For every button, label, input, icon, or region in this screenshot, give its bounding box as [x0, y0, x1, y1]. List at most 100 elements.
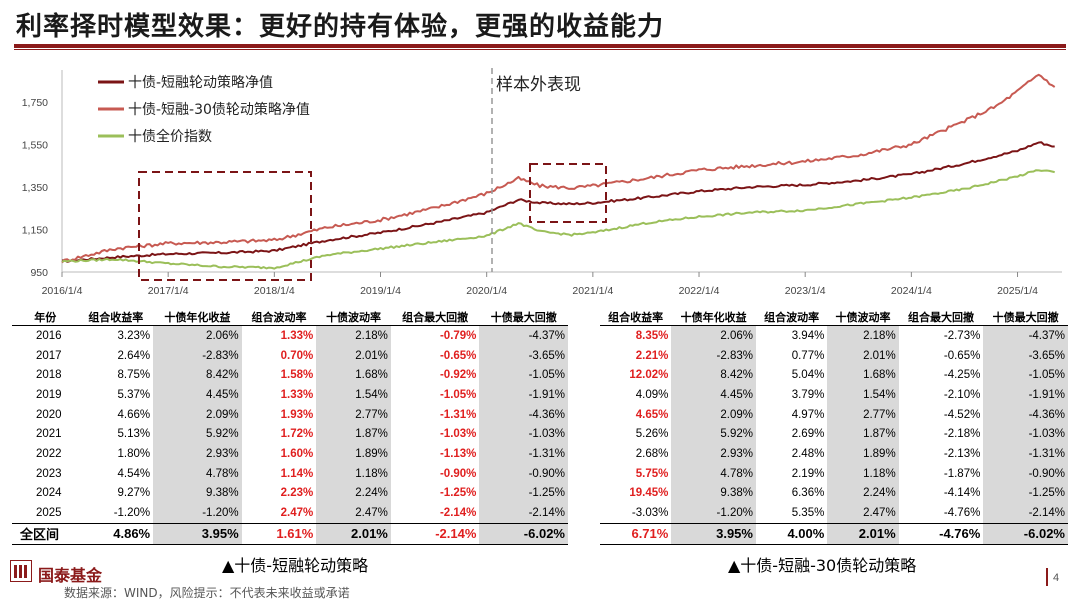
table-cell: 2021: [36, 428, 62, 441]
table-cell: 2.09%: [671, 404, 756, 425]
table-cell: 2.47%: [316, 503, 391, 524]
table-cell: 1.18%: [316, 463, 391, 484]
table-cell: -2.83%: [153, 345, 242, 366]
table-cell: 8.75%: [117, 369, 151, 382]
table-cell: 19.45%: [629, 487, 669, 500]
table-cell: 9.38%: [671, 483, 756, 504]
table-header: 组合收益率: [78, 308, 154, 326]
table-cell: -0.92%: [439, 369, 477, 382]
table-cell: -1.31%: [983, 444, 1068, 464]
total-row: 6.71% 3.95% 4.00% 2.01% -4.76% -6.02%: [600, 522, 1068, 545]
table-cell: -1.20%: [671, 503, 756, 524]
table-cell: 2.24%: [827, 483, 899, 504]
table-cell: -1.20%: [153, 503, 242, 524]
table-row: 2023 4.54% 4.78% 1.14% 1.18% -0.90% -0.90%: [12, 463, 568, 484]
table-header: 十债最大回撤: [479, 308, 568, 326]
table-cell: -0.79%: [439, 329, 477, 342]
table-cell: 2025: [36, 507, 62, 520]
table-cell: 3.94%: [791, 329, 825, 342]
table-cell: 2.01%: [316, 345, 391, 366]
total-cell: -2.14%: [390, 522, 480, 545]
y-tick-label: 1,150: [22, 224, 48, 236]
table-cell: 2.23%: [280, 487, 314, 500]
table-cell: -1.25%: [983, 483, 1068, 504]
table-cell: -2.73%: [943, 329, 981, 342]
table-cell: -1.05%: [983, 365, 1068, 386]
total-cell: 4.86%: [78, 522, 154, 545]
table-cell: 5.26%: [635, 428, 669, 441]
out-of-sample-label: 样本外表现: [496, 75, 581, 95]
table-cell: -4.14%: [943, 487, 981, 500]
legend-label: 十债-短融轮动策略净值: [128, 74, 273, 91]
x-tick-label: 2021/1/4: [572, 285, 613, 297]
x-tick-label: 2023/1/4: [785, 285, 826, 297]
table-cell: 1.72%: [280, 428, 314, 441]
table-cell: 2.48%: [791, 447, 825, 460]
table-cell: 4.45%: [671, 385, 756, 405]
table-cell: 2020: [36, 408, 62, 421]
table-cell: 2.06%: [153, 325, 242, 346]
page-number-bar: [1046, 568, 1048, 586]
table-cell: -0.65%: [943, 349, 981, 362]
legend-label: 十债全价指数: [128, 128, 212, 145]
total-cell: -4.76%: [898, 522, 984, 545]
table-row: 2016 3.23% 2.06% 1.33% 2.18% -0.79% -4.37%: [12, 325, 568, 346]
table-cell: -4.36%: [983, 404, 1068, 425]
table-cell: 5.92%: [671, 424, 756, 445]
y-tick-label: 1,550: [22, 139, 48, 151]
x-tick-label: 2016/1/4: [42, 285, 83, 297]
table-cell: 3.23%: [117, 329, 151, 342]
total-row: 全区间 4.86% 3.95% 1.61% 2.01% -2.14% -6.02%: [12, 522, 568, 545]
total-cell: -6.02%: [983, 522, 1068, 545]
table-cell: -2.10%: [943, 388, 981, 401]
table-cell: 2.24%: [316, 483, 391, 504]
y-tick-label: 950: [30, 267, 48, 279]
table-cell: 9.38%: [153, 483, 242, 504]
table-cell: -1.31%: [479, 444, 568, 464]
table-cell: 1.89%: [827, 444, 899, 464]
table-row: 2021 5.13% 5.92% 1.72% 1.87% -1.03% -1.03%: [12, 424, 568, 445]
table-cell: 2024: [36, 487, 62, 500]
table-header: 年份: [12, 308, 79, 326]
table-row: 2025 -1.20% -1.20% 2.47% 2.47% -2.14% -2.14%: [12, 503, 568, 524]
page-title: 利率择时模型效果：更好的持有体验，更强的收益能力: [16, 12, 665, 42]
table-header: 组合波动率: [241, 308, 317, 326]
table-header: 十债年化收益: [153, 308, 242, 326]
table-cell: 1.54%: [827, 385, 899, 405]
table-cell: 2.21%: [635, 349, 669, 362]
table-cell: 5.04%: [791, 369, 825, 382]
table-cell: 5.37%: [117, 388, 151, 401]
total-cell: -6.02%: [479, 522, 568, 545]
x-tick-label: 2020/1/4: [466, 285, 507, 297]
table-row: 2020 4.66% 2.09% 1.93% 2.77% -1.31% -4.36%: [12, 404, 568, 425]
table-cell: -2.14%: [479, 503, 568, 524]
table-cell: 4.97%: [791, 408, 825, 421]
table-cell: 1.87%: [316, 424, 391, 445]
total-cell: 3.95%: [671, 522, 756, 545]
table-cell: -1.20%: [113, 507, 151, 520]
table-cell: 2.69%: [791, 428, 825, 441]
table-row: 19.45% 9.38% 6.36% 2.24% -4.14% -1.25%: [600, 483, 1068, 504]
legend-label: 十债-短融-30债轮动策略净值: [128, 101, 310, 118]
x-tick-label: 2025/1/4: [997, 285, 1038, 297]
table-cell: 1.89%: [316, 444, 391, 464]
title-underline-thin: [14, 49, 1066, 50]
series-line-1: [61, 141, 1055, 263]
table-cell: -1.91%: [983, 385, 1068, 405]
table-cell: 1.60%: [280, 447, 314, 460]
table-header: 十债最大回撤: [983, 308, 1068, 326]
table-header: 组合最大回撤: [390, 308, 480, 326]
table-cell: -4.37%: [479, 325, 568, 346]
table-cell: 1.68%: [316, 365, 391, 386]
table-cell: 4.54%: [117, 467, 151, 480]
x-tick-label: 2022/1/4: [679, 285, 720, 297]
table-cell: 4.78%: [153, 463, 242, 484]
table-header: 组合收益率: [600, 308, 672, 326]
table-cell: 1.18%: [827, 463, 899, 484]
table-cell: 2.93%: [671, 444, 756, 464]
series-lines: [61, 73, 1056, 270]
table-cell: -1.31%: [439, 408, 477, 421]
table-cell: -0.90%: [439, 467, 477, 480]
data-source-note: 数据来源：WIND，风险提示：不代表未来收益或承诺: [64, 586, 350, 600]
